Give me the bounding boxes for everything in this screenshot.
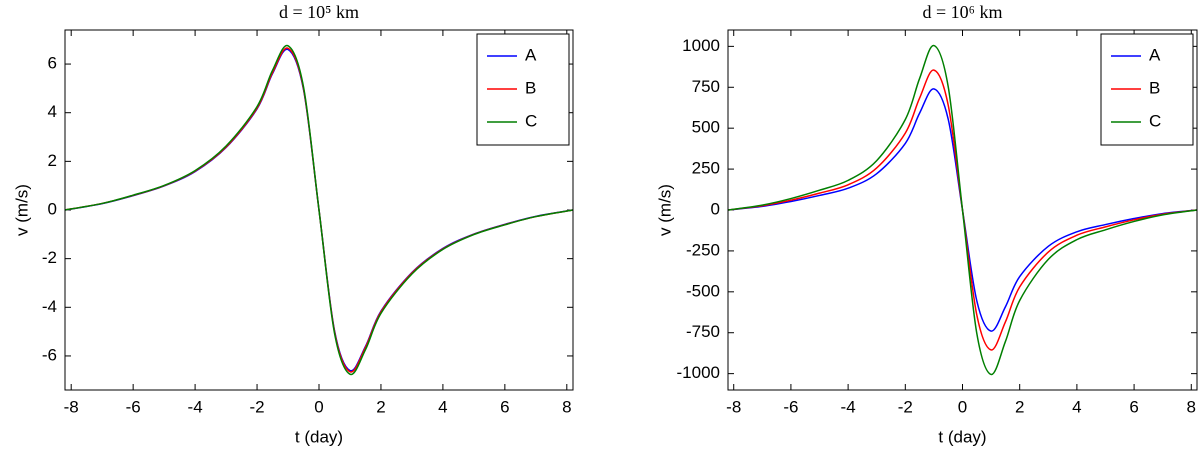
chart-title: d = 10⁵ km (279, 2, 359, 22)
data-line (64, 44, 574, 376)
y-tick-label: 2 (48, 151, 57, 170)
y-tick-label: -6 (42, 345, 57, 364)
x-tick-label: 0 (314, 397, 323, 416)
x-tick-label: -6 (126, 397, 141, 416)
y-axis-label: v (m/s) (12, 184, 31, 236)
legend-label: A (525, 45, 537, 64)
x-axis-label: t (day) (295, 427, 343, 446)
y-tick-label: -500 (686, 281, 720, 300)
x-tick-label: 2 (1015, 397, 1024, 416)
y-tick-label: -250 (686, 240, 720, 259)
y-tick-label: -4 (42, 297, 57, 316)
y-tick-label: 4 (48, 102, 57, 121)
legend-label: A (1149, 45, 1161, 64)
legend-label: C (525, 111, 537, 130)
x-tick-label: -2 (249, 397, 264, 416)
plot-frame (727, 29, 1198, 391)
x-tick-label: 8 (1187, 397, 1196, 416)
data-line (727, 44, 1198, 376)
y-axis-label: v (m/s) (655, 184, 674, 236)
y-tick-label: 250 (692, 159, 720, 178)
y-tick-label: -2 (42, 248, 57, 267)
x-tick-label: 0 (958, 397, 967, 416)
x-tick-label: -8 (726, 397, 741, 416)
legend-label: C (1149, 111, 1161, 130)
y-tick-label: 500 (692, 118, 720, 137)
x-tick-label: 8 (562, 397, 571, 416)
x-tick-label: 6 (500, 397, 509, 416)
x-tick-label: 4 (438, 397, 447, 416)
y-tick-label: 1000 (682, 36, 720, 55)
x-tick-label: 6 (1129, 397, 1138, 416)
y-tick-label: 750 (692, 77, 720, 96)
chart-title: d = 10⁶ km (923, 2, 1003, 22)
x-tick-label: -8 (64, 397, 79, 416)
x-tick-label: -4 (841, 397, 856, 416)
legend-label: B (1149, 78, 1160, 97)
y-tick-label: 0 (48, 199, 57, 218)
y-tick-label: -750 (686, 322, 720, 341)
x-tick-label: -4 (188, 397, 203, 416)
plot-frame (64, 29, 574, 391)
y-tick-label: 0 (711, 199, 720, 218)
y-tick-label: -1000 (677, 363, 720, 382)
x-tick-label: 4 (1072, 397, 1081, 416)
x-tick-label: -2 (898, 397, 913, 416)
x-tick-label: 2 (376, 397, 385, 416)
x-tick-label: -6 (783, 397, 798, 416)
y-tick-label: 6 (48, 54, 57, 73)
x-axis-label: t (day) (938, 427, 986, 446)
legend-label: B (525, 78, 536, 97)
